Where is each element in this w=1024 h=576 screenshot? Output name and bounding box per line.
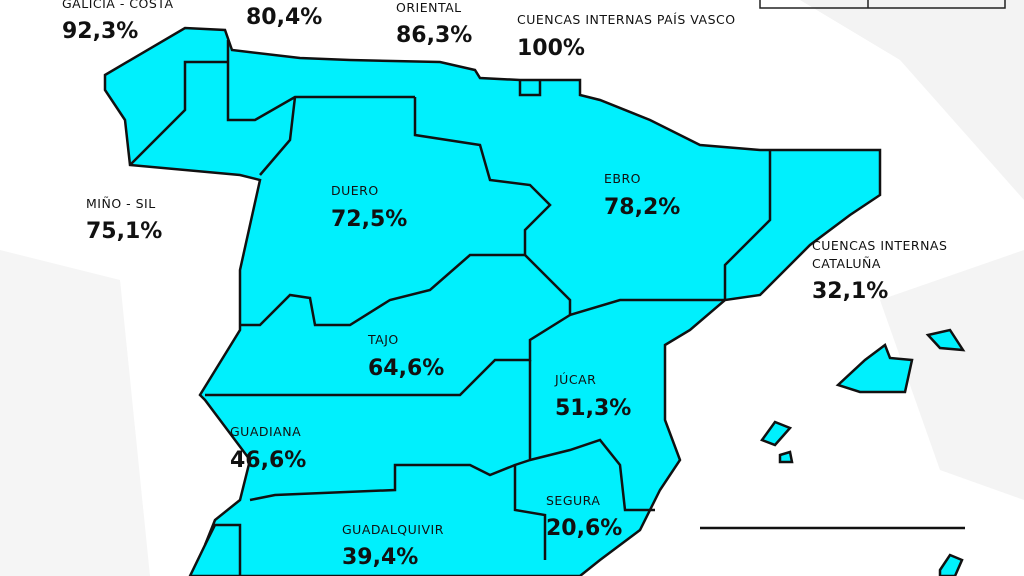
- region-name: CUENCAS INTERNAS PAÍS VASCO: [517, 12, 736, 27]
- labels: GALICIA - COSTA 92,3% 80,4% ORIENTAL 86,…: [62, 0, 947, 570]
- region-value: 92,3%: [62, 19, 138, 44]
- region-name: GALICIA - COSTA: [62, 0, 174, 11]
- region-value: 32,1%: [812, 279, 888, 304]
- region-value: 64,6%: [368, 356, 444, 381]
- region-value: 72,5%: [331, 207, 407, 232]
- region-name: CATALUÑA: [812, 256, 881, 271]
- region-value: 75,1%: [86, 219, 162, 244]
- region-name: JÚCAR: [554, 372, 596, 387]
- region-name: SEGURA: [546, 493, 600, 508]
- region-name: ORIENTAL: [396, 0, 462, 15]
- region-name: EBRO: [604, 171, 641, 186]
- spain-map: [103, 26, 966, 576]
- region-name: DUERO: [331, 183, 379, 198]
- region-name: GUADIANA: [230, 424, 301, 439]
- region-value: 80,4%: [246, 5, 322, 30]
- region-name: TAJO: [367, 332, 399, 347]
- region-name: GUADALQUIVIR: [342, 522, 444, 537]
- region-name: CUENCAS INTERNAS: [812, 238, 947, 253]
- region-value: 78,2%: [604, 195, 680, 220]
- region-value: 39,4%: [342, 545, 418, 570]
- region-name: MIÑO - SIL: [86, 196, 156, 211]
- region-value: 46,6%: [230, 448, 306, 473]
- region-value: 86,3%: [396, 23, 472, 48]
- region-value: 51,3%: [555, 396, 631, 421]
- region-value: 20,6%: [546, 516, 622, 541]
- region-value: 100%: [517, 36, 585, 61]
